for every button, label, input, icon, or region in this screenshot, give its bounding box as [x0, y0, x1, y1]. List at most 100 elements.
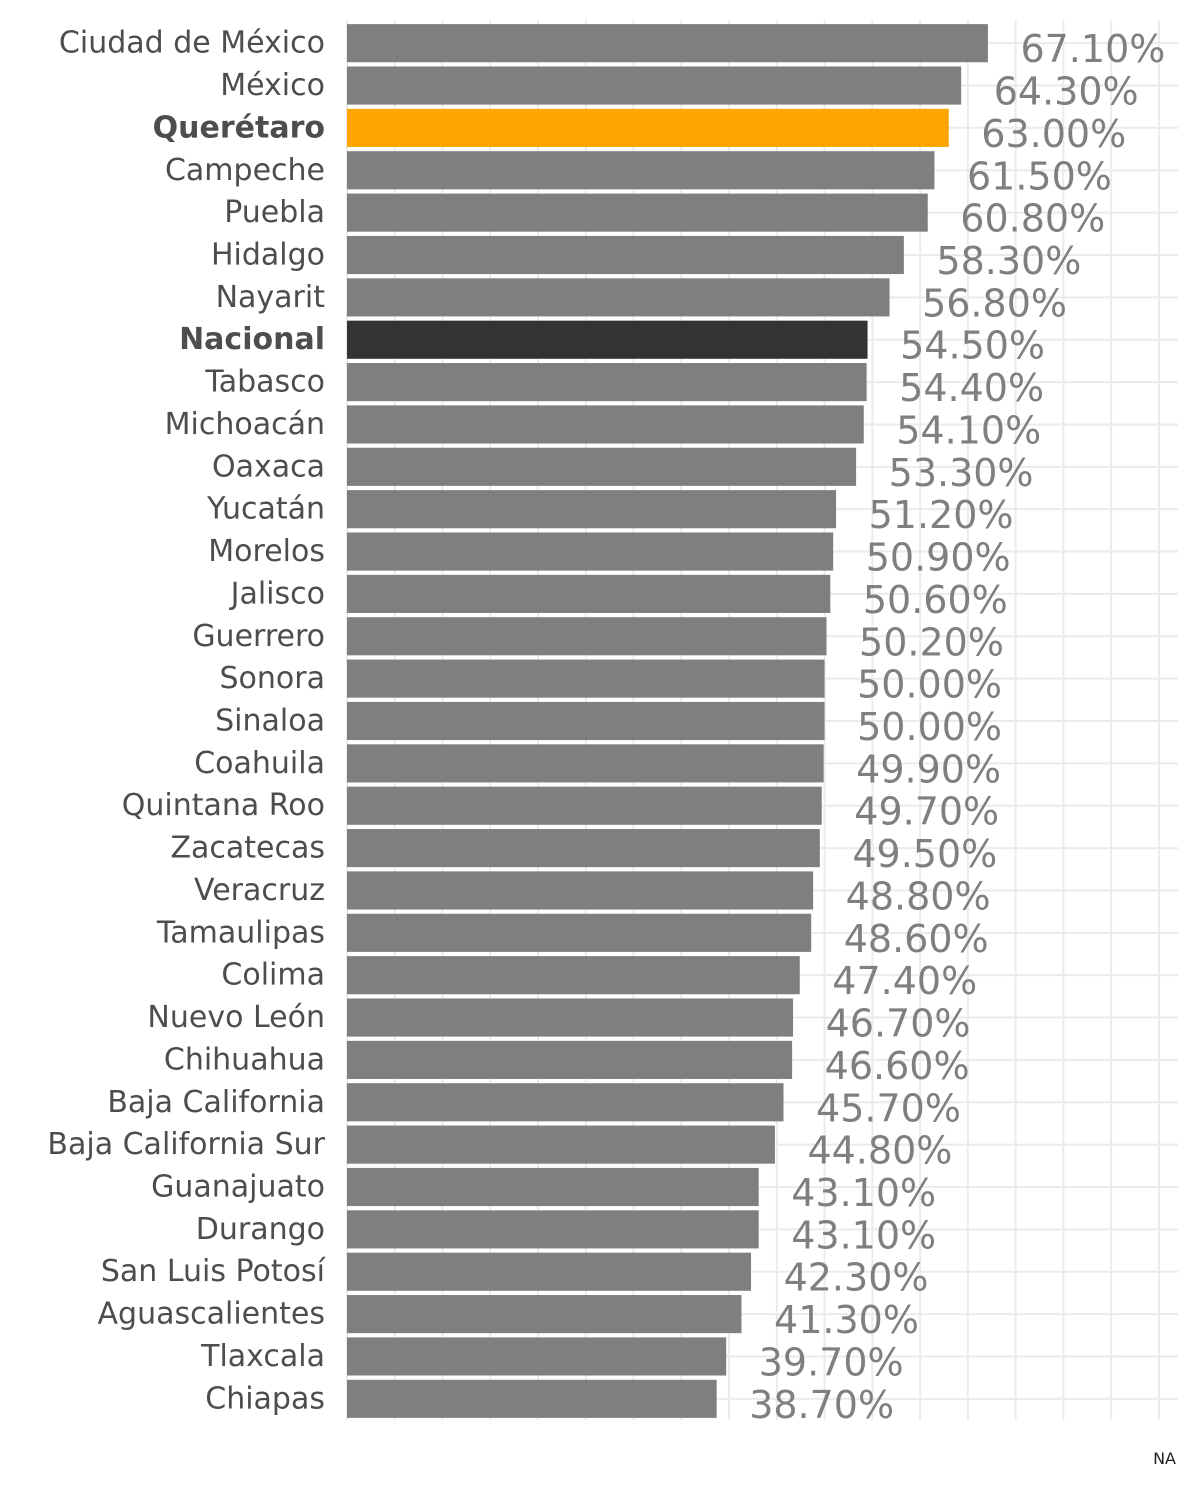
- category-label: Baja California: [107, 1085, 325, 1120]
- value-label: 38.70%: [749, 1383, 894, 1427]
- value-label: 49.50%: [852, 832, 997, 876]
- bar: [347, 320, 868, 359]
- category-label: Jalisco: [229, 576, 325, 611]
- bar: [347, 617, 827, 656]
- bar: [347, 278, 890, 317]
- category-label: San Luis Potosí: [101, 1254, 327, 1289]
- value-label: 49.70%: [854, 790, 999, 834]
- bar: [347, 1040, 793, 1079]
- category-label: Zacatecas: [170, 831, 325, 866]
- value-label: 58.30%: [936, 239, 1081, 283]
- category-label: Sinaloa: [215, 704, 325, 739]
- value-label: 54.40%: [899, 366, 1044, 410]
- bar: [347, 786, 822, 825]
- bar: [347, 108, 949, 147]
- category-label: Coahuila: [194, 746, 325, 781]
- value-label: 43.10%: [791, 1171, 936, 1215]
- bar: [347, 363, 867, 402]
- category-label: Quintana Roo: [122, 788, 325, 823]
- bar: [347, 1210, 759, 1249]
- value-label: 46.60%: [825, 1044, 970, 1088]
- category-label: Colima: [221, 958, 325, 993]
- bar: [347, 574, 831, 613]
- category-label: Morelos: [208, 534, 325, 569]
- bar: [347, 998, 794, 1037]
- category-label: México: [220, 68, 325, 103]
- category-label: Tlaxcala: [200, 1339, 325, 1374]
- bar: [347, 744, 824, 783]
- bar: [347, 66, 962, 105]
- value-label: 60.80%: [960, 197, 1105, 241]
- bar: [347, 1295, 742, 1334]
- bar: [347, 490, 837, 529]
- value-label: 48.80%: [846, 874, 991, 918]
- bar: [347, 151, 935, 190]
- value-label: 46.70%: [826, 1002, 971, 1046]
- category-label: Durango: [196, 1212, 325, 1247]
- value-label: 53.30%: [889, 451, 1034, 495]
- value-label: 61.50%: [967, 154, 1112, 198]
- category-label: Tamaulipas: [156, 915, 325, 950]
- category-label: Nacional: [179, 322, 325, 357]
- category-labels: Ciudad de México México Querétaro Campeche P…: [47, 26, 326, 1417]
- category-label: Nuevo León: [147, 1000, 325, 1035]
- bar: [347, 532, 834, 571]
- value-label: 50.20%: [859, 620, 1004, 664]
- value-label: 41.30%: [774, 1298, 919, 1342]
- value-label: 44.80%: [807, 1129, 952, 1173]
- value-label: 54.10%: [896, 408, 1041, 452]
- value-label: 45.70%: [816, 1086, 961, 1130]
- bar: [347, 193, 928, 232]
- value-labels: 67.10%64.30%63.00%61.50%60.80%58.30%56.8…: [749, 27, 1165, 1427]
- category-label: Oaxaca: [212, 449, 325, 484]
- value-label: 48.60%: [844, 917, 989, 961]
- value-label: 49.90%: [856, 747, 1001, 791]
- category-label: Querétaro: [153, 110, 325, 145]
- category-label: Michoacán: [165, 407, 325, 442]
- category-label: Guanajuato: [151, 1170, 325, 1205]
- bar: [347, 1167, 759, 1207]
- value-label: 64.30%: [994, 70, 1139, 114]
- category-label: Chihuahua: [164, 1042, 325, 1077]
- value-label: 56.80%: [922, 281, 1067, 325]
- category-label: Tabasco: [204, 365, 325, 400]
- value-label: 50.00%: [857, 705, 1002, 749]
- value-label: 50.60%: [863, 578, 1008, 622]
- value-label: 51.20%: [869, 493, 1014, 537]
- category-label: Ciudad de México: [59, 26, 325, 61]
- bar: [347, 1125, 775, 1164]
- category-label: Hidalgo: [211, 238, 325, 273]
- category-label: Campeche: [165, 153, 325, 188]
- bar: [347, 913, 812, 952]
- bar: [347, 956, 800, 995]
- category-label: Aguascalientes: [98, 1297, 325, 1332]
- bar: [347, 1379, 717, 1418]
- category-label: Chiapas: [205, 1381, 325, 1416]
- category-label: Yucatán: [206, 492, 325, 527]
- bar: [347, 235, 904, 275]
- bar: [347, 659, 825, 698]
- bar: [347, 24, 988, 63]
- category-label: Sonora: [220, 661, 325, 696]
- value-label: 42.30%: [784, 1256, 929, 1300]
- value-label: 50.00%: [857, 663, 1002, 707]
- bar: [347, 405, 864, 444]
- bars: [347, 24, 988, 1418]
- value-label: 54.50%: [900, 324, 1045, 368]
- category-label: Nayarit: [216, 280, 326, 315]
- value-label: 50.90%: [866, 536, 1011, 580]
- category-label: Baja California Sur: [47, 1127, 325, 1162]
- bar: [347, 447, 857, 486]
- value-label: 39.70%: [759, 1340, 904, 1384]
- bar: [347, 829, 820, 868]
- value-label: 63.00%: [981, 112, 1126, 156]
- category-label: Guerrero: [192, 619, 325, 654]
- value-label: 43.10%: [791, 1213, 936, 1257]
- chart-caption: NA: [1153, 1449, 1176, 1468]
- bar: [347, 1337, 727, 1376]
- bar: [347, 701, 825, 741]
- bar: [347, 1252, 752, 1291]
- value-label: 67.10%: [1020, 27, 1165, 71]
- category-label: Veracruz: [194, 873, 325, 908]
